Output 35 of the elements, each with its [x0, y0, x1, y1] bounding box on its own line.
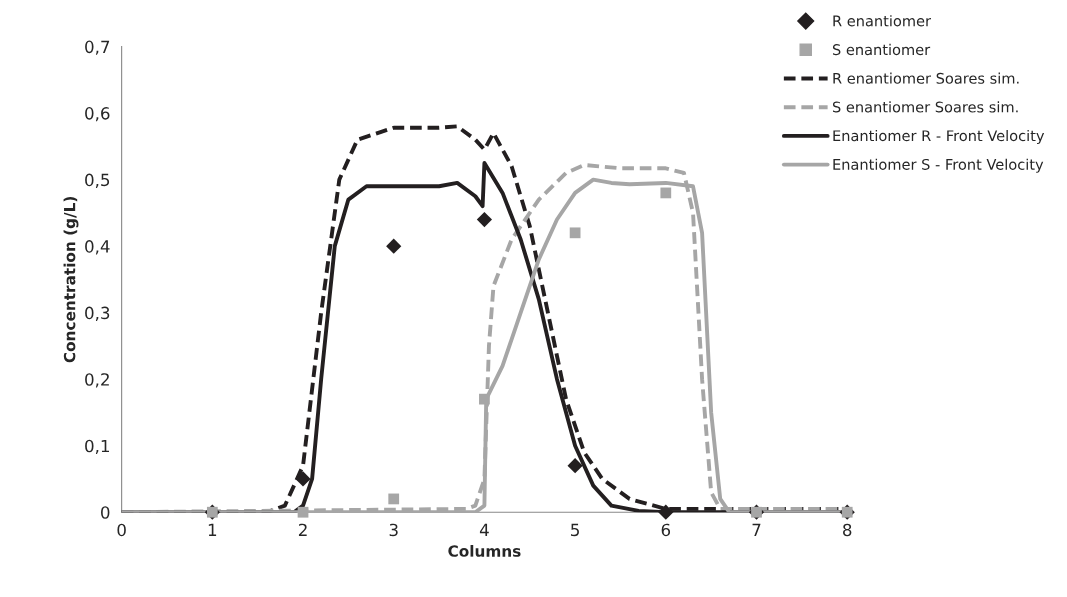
- point: [567, 458, 583, 474]
- x-axis-title: Columns: [448, 545, 521, 557]
- point: [297, 506, 309, 518]
- point: [476, 211, 493, 228]
- y-tick-label: 0,4: [85, 240, 110, 255]
- point: [388, 493, 400, 505]
- point: [479, 393, 490, 405]
- y-tick-label: 0,6: [85, 107, 110, 122]
- x-tick-label: 4: [479, 523, 489, 536]
- y-tick-label: 0,2: [85, 373, 109, 388]
- y-tick-label: 0: [101, 506, 110, 519]
- y-tick-label: 0,3: [85, 306, 110, 321]
- point: [295, 471, 311, 487]
- x-tick-label: 7: [752, 523, 761, 536]
- legend-label: S enantiomer: [832, 43, 931, 56]
- y-tick-label: 0,5: [85, 173, 110, 188]
- y-axis-title: Concentration (g/L): [63, 196, 79, 363]
- x-tick-label: 8: [843, 523, 852, 537]
- legend-label: Enantiomer S - Front Velocity: [833, 158, 1044, 173]
- x-tick-label: 3: [389, 523, 398, 537]
- x-tick-label: 0: [117, 523, 126, 537]
- legend-label: Enantiomer R - Front Velocity: [833, 129, 1045, 145]
- x-tick-label: 6: [661, 523, 671, 537]
- x-tick-label: 5: [571, 523, 579, 537]
- legend-label: R enantiomer: [833, 15, 932, 27]
- legend-label: R enantiomer Soares sim.: [833, 72, 1019, 84]
- point: [569, 227, 581, 239]
- legend-label: S enantiomer Soares sim.: [832, 101, 1018, 113]
- y-tick-label: 0,1: [85, 439, 109, 454]
- y-tick-label: 0,7: [85, 40, 110, 55]
- point: [660, 187, 672, 199]
- x-tick-label: 1: [208, 523, 217, 536]
- x-tick-label: 2: [298, 523, 307, 536]
- point: [658, 504, 674, 520]
- point: [386, 238, 402, 254]
